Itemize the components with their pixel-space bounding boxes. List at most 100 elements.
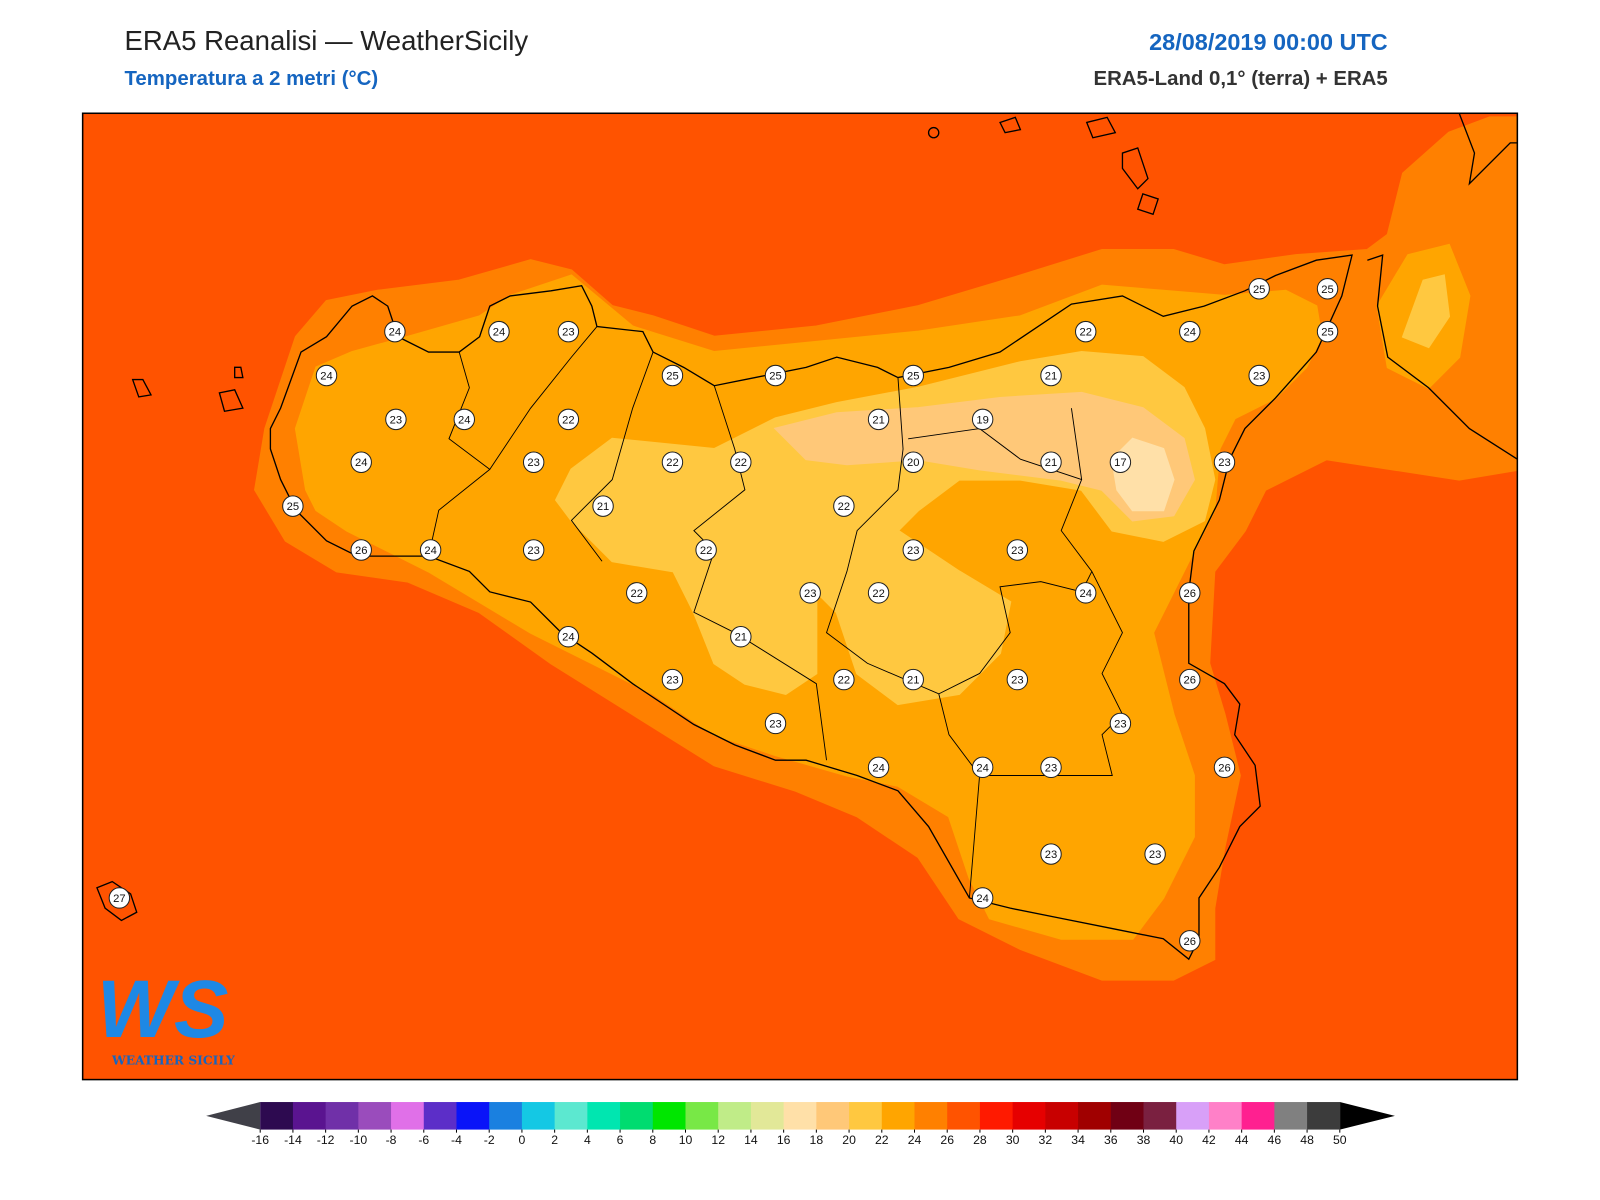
colorbar-tick-label: 16 <box>777 1133 791 1147</box>
colorbar-tick-label: -10 <box>350 1133 368 1147</box>
station-marker <box>1179 668 1201 691</box>
colorbar-segment <box>1176 1102 1210 1130</box>
colorbar-segment <box>620 1102 654 1130</box>
colorbar-tick-label: -2 <box>484 1133 495 1147</box>
station-marker <box>1040 364 1062 387</box>
station-value: 27 <box>113 893 125 905</box>
station-value: 25 <box>287 501 299 513</box>
aeolian-islands <box>927 116 1160 216</box>
station-marker <box>1040 756 1062 779</box>
station-value: 23 <box>1149 849 1161 861</box>
colorbar-tick-label: 14 <box>744 1133 758 1147</box>
station-value: 24 <box>424 545 436 557</box>
colorbar-segment <box>587 1102 621 1130</box>
station-value: 26 <box>1184 588 1196 600</box>
station-marker <box>661 668 684 691</box>
station-value: 23 <box>1218 457 1230 469</box>
stations: 24 24 23 24 25 25 25 22 24 25 25 25 21 23 23 24 22 21 19 24… <box>108 278 1339 952</box>
station-value: 24 <box>976 893 988 905</box>
station-value: 17 <box>1114 457 1126 469</box>
colorbar-segment <box>849 1102 883 1130</box>
station-marker <box>971 887 994 909</box>
station-marker <box>971 408 994 431</box>
colorbar-tick-label: 40 <box>1169 1133 1183 1147</box>
colorbar-segment <box>391 1102 425 1130</box>
colorbar-segment <box>816 1102 850 1130</box>
station-marker <box>522 539 545 561</box>
colorbar-tick-label: 38 <box>1137 1133 1151 1147</box>
station-value: 23 <box>562 327 574 339</box>
colorbar-tick-label: 42 <box>1202 1133 1216 1147</box>
station-marker <box>1316 278 1339 300</box>
station-value: 21 <box>1045 457 1057 469</box>
station-marker <box>1248 278 1270 300</box>
station-value: 22 <box>735 457 747 469</box>
station-value: 23 <box>1011 545 1023 557</box>
station-marker <box>833 495 855 517</box>
station-value: 22 <box>666 457 678 469</box>
station-value: 23 <box>527 457 539 469</box>
colorbar-segment <box>489 1102 523 1130</box>
colorbar-tick-label: 20 <box>842 1133 856 1147</box>
station-value: 26 <box>1184 936 1196 948</box>
colorbar-segment <box>1241 1102 1275 1130</box>
station-value: 24 <box>458 414 470 426</box>
colorbar-tick-label: 12 <box>711 1133 725 1147</box>
colorbar-segment <box>260 1102 294 1130</box>
station-value: 25 <box>1253 284 1265 296</box>
station-marker <box>282 495 304 517</box>
station-marker <box>1213 451 1236 473</box>
station-marker <box>1248 364 1270 387</box>
station-marker <box>764 712 787 735</box>
calabria-outline <box>1367 113 1518 460</box>
datetime: 28/08/2019 00:00 UTC <box>1149 29 1388 55</box>
station-marker <box>902 364 924 387</box>
station-value: 25 <box>769 370 781 382</box>
station-value: 24 <box>1184 327 1196 339</box>
station-value: 23 <box>769 718 781 730</box>
colorbar-tick-label: 28 <box>973 1133 987 1147</box>
station-value: 24 <box>389 327 401 339</box>
station-value: 22 <box>838 501 850 513</box>
colorbar-tick-label: 26 <box>940 1133 954 1147</box>
station-marker <box>522 451 545 473</box>
colorbar-tick-label: 10 <box>679 1133 693 1147</box>
station-marker <box>419 539 442 561</box>
station-value: 26 <box>1184 675 1196 687</box>
colorbar-segment <box>325 1102 359 1130</box>
colorbar-segment <box>1274 1102 1308 1130</box>
colorbar-tick-label: -16 <box>251 1133 269 1147</box>
colorbar-tick-label: 2 <box>551 1133 558 1147</box>
station-value: 26 <box>355 545 367 557</box>
colorbar-tick-label: 4 <box>584 1133 591 1147</box>
station-value: 24 <box>872 762 884 774</box>
station-value: 22 <box>630 588 642 600</box>
colorbar-tick-label: -4 <box>451 1133 462 1147</box>
coastline <box>96 113 1518 961</box>
station-marker <box>592 495 614 517</box>
station-value: 21 <box>907 675 919 687</box>
colorbar-tick-label: 46 <box>1268 1133 1282 1147</box>
station-marker <box>453 408 475 431</box>
colorbar-segment <box>1078 1102 1112 1130</box>
station-marker <box>867 756 890 779</box>
station-marker <box>764 364 787 387</box>
station-value: 21 <box>1045 370 1057 382</box>
station-marker <box>385 408 407 431</box>
station-value: 23 <box>390 414 402 426</box>
station-value: 24 <box>355 457 367 469</box>
station-value: 24 <box>320 370 332 382</box>
station-value: 22 <box>562 414 574 426</box>
station-marker <box>350 539 372 561</box>
station-marker <box>315 364 338 387</box>
colorbar-tick-label: 6 <box>617 1133 624 1147</box>
station-marker <box>1316 320 1339 343</box>
station-value: 24 <box>976 762 988 774</box>
station-marker <box>730 451 752 473</box>
station-marker <box>730 626 752 648</box>
colorbar-tick-label: 30 <box>1006 1133 1020 1147</box>
colorbar-tick-label: -8 <box>386 1133 397 1147</box>
colorbar-segment <box>652 1102 687 1130</box>
station-marker <box>384 320 406 343</box>
station-marker <box>1075 582 1097 604</box>
